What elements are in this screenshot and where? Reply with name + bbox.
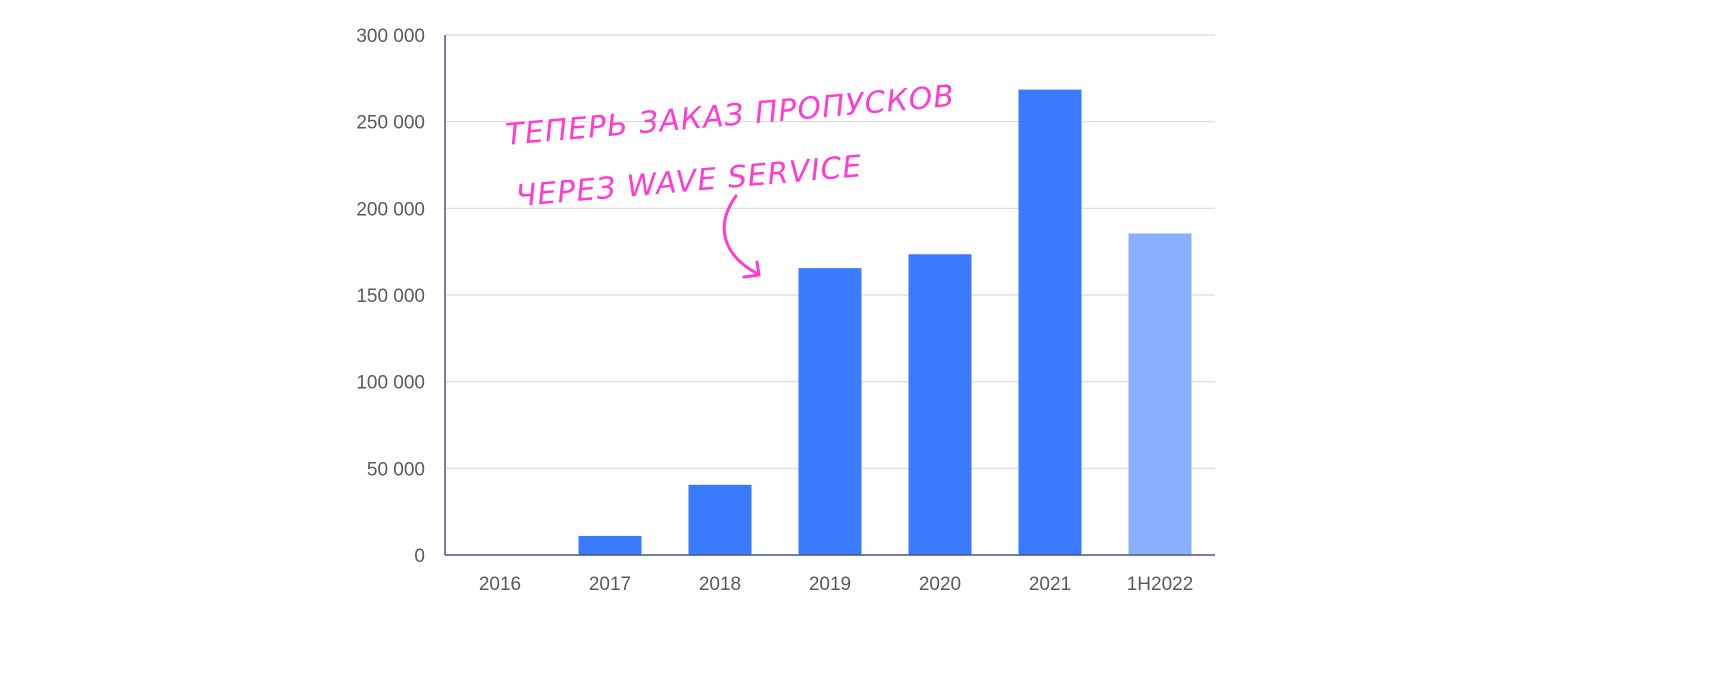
y-tick-label: 0 <box>414 546 425 567</box>
bar-1H2022 <box>1128 233 1192 555</box>
bar-2018 <box>688 484 752 555</box>
y-tick-label: 200 000 <box>356 199 425 220</box>
annotation-line-1: ТЕПЕРЬ ЗАКАЗ ПРОПУСКОВ <box>504 79 956 153</box>
x-tick-label: 2019 <box>809 574 851 595</box>
x-tick-label: 2021 <box>1029 574 1071 595</box>
annotation: ТЕПЕРЬ ЗАКАЗ ПРОПУСКОВ ЧЕРЕЗ WAVE SERVIC… <box>504 79 956 214</box>
x-tick-label: 1H2022 <box>1127 574 1194 595</box>
y-tick-label: 300 000 <box>356 26 425 47</box>
x-tick-label: 2017 <box>589 574 631 595</box>
annotation-arrow-icon <box>722 194 761 279</box>
y-tick-label: 100 000 <box>356 373 425 394</box>
x-tick-label: 2018 <box>699 574 741 595</box>
x-tick-label: 2020 <box>919 574 961 595</box>
bar-2017 <box>578 535 642 555</box>
y-tick-label: 250 000 <box>356 113 425 134</box>
annotation-line-2: ЧЕРЕЗ WAVE SERVICE <box>514 149 863 214</box>
x-tick-label: 2016 <box>479 574 521 595</box>
x-axis-ticks: 2016 2017 2018 2019 2020 2021 1H2022 <box>479 574 1193 595</box>
y-tick-label: 150 000 <box>356 286 425 307</box>
y-tick-label: 50 000 <box>367 459 425 480</box>
bar-2019 <box>798 268 862 555</box>
y-axis-ticks: 0 50 000 100 000 150 000 200 000 250 000 300 0… <box>356 26 425 567</box>
bars <box>578 89 1192 555</box>
bar-2020 <box>908 254 972 555</box>
bar-2021 <box>1018 89 1082 555</box>
